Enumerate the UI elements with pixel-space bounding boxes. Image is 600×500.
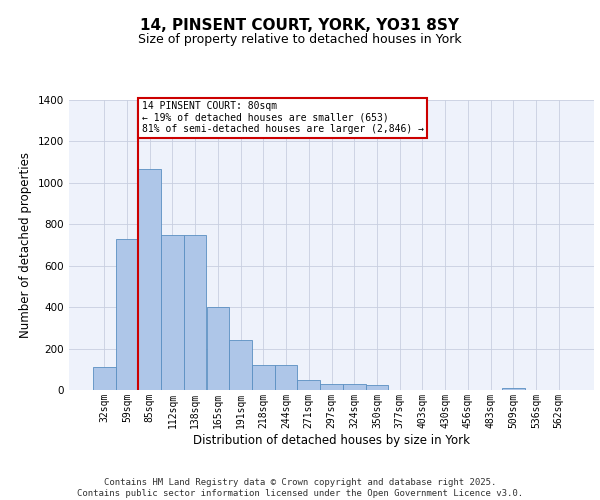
Y-axis label: Number of detached properties: Number of detached properties <box>19 152 32 338</box>
Bar <box>229 340 252 390</box>
Bar <box>161 234 184 390</box>
Bar <box>139 170 161 390</box>
Bar <box>343 384 365 390</box>
Bar <box>116 239 139 390</box>
Bar <box>184 234 206 390</box>
Text: Size of property relative to detached houses in York: Size of property relative to detached ho… <box>138 32 462 46</box>
Bar <box>298 380 320 390</box>
Bar <box>206 307 229 390</box>
Text: 14, PINSENT COURT, YORK, YO31 8SY: 14, PINSENT COURT, YORK, YO31 8SY <box>140 18 460 32</box>
Bar <box>252 365 275 390</box>
X-axis label: Distribution of detached houses by size in York: Distribution of detached houses by size … <box>193 434 470 446</box>
Text: Contains HM Land Registry data © Crown copyright and database right 2025.
Contai: Contains HM Land Registry data © Crown c… <box>77 478 523 498</box>
Bar <box>502 388 524 390</box>
Text: 14 PINSENT COURT: 80sqm
← 19% of detached houses are smaller (653)
81% of semi-d: 14 PINSENT COURT: 80sqm ← 19% of detache… <box>142 101 424 134</box>
Bar <box>93 367 116 390</box>
Bar <box>320 384 343 390</box>
Bar <box>365 385 388 390</box>
Bar <box>275 365 298 390</box>
